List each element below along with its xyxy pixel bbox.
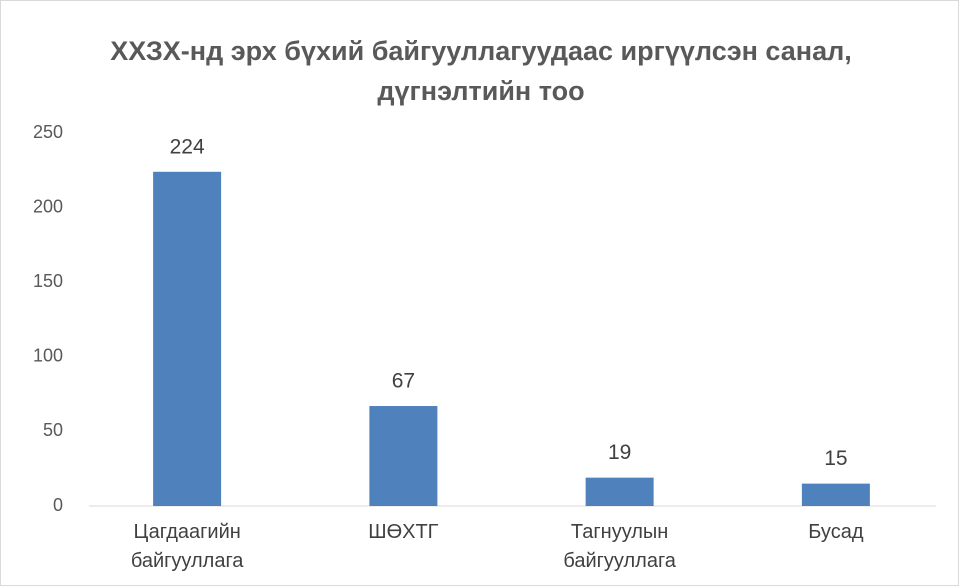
y-tick-label: 50: [43, 420, 63, 440]
x-tick-label: Цагдаагийн байгууллага: [130, 521, 244, 572]
bar: [801, 483, 870, 506]
y-tick-label: 100: [33, 346, 63, 366]
x-tick-label: ШӨХТГ: [368, 521, 439, 543]
bar: [369, 406, 438, 506]
data-label: 67: [392, 370, 415, 393]
y-tick-label: 150: [33, 271, 63, 291]
bar: [153, 171, 222, 507]
y-tick-label: 250: [33, 122, 63, 142]
data-label: 19: [608, 441, 631, 464]
x-tick-label: Бусад: [808, 521, 864, 543]
y-tick-label: 200: [33, 196, 63, 216]
data-label: 15: [824, 447, 847, 470]
x-tick-label: Тагнуулын байгууллага: [563, 521, 676, 572]
chart-title: ХХЗХ-нд эрх бүхий байгууллагуудаас иргүү…: [110, 36, 852, 106]
y-tick-label: 0: [53, 495, 63, 515]
bar: [585, 477, 654, 506]
data-label: 224: [170, 135, 205, 158]
